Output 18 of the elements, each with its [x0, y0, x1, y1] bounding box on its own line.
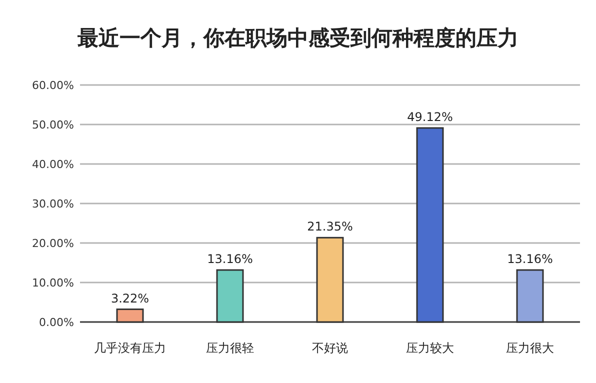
y-tick-label: 50.00% — [32, 118, 74, 132]
y-tick-label: 0.00% — [39, 316, 74, 329]
y-tick-label: 40.00% — [32, 158, 74, 171]
x-tick-label: 不好说 — [312, 341, 348, 355]
y-tick-label: 60.00% — [32, 79, 74, 92]
x-tick-label: 压力较大 — [406, 341, 454, 355]
data-label: 21.35% — [307, 220, 353, 234]
y-tick-label: 10.00% — [32, 276, 74, 290]
title: 最近一个月，你在职场中感受到何种程度的压力 — [78, 26, 518, 50]
data-label: 13.16% — [207, 252, 253, 266]
x-tick-label: 压力很轻 — [206, 341, 254, 355]
x-tick-label: 几乎没有压力 — [94, 341, 166, 355]
y-tick-label: 30.00% — [32, 198, 74, 210]
data-label: 13.16% — [507, 252, 553, 266]
y-tick-label: 20.00% — [32, 237, 74, 250]
data-label: 3.22% — [110, 291, 150, 306]
x-tick-label: 压力很大 — [506, 341, 554, 355]
data-label: 49.12% — [407, 110, 453, 124]
